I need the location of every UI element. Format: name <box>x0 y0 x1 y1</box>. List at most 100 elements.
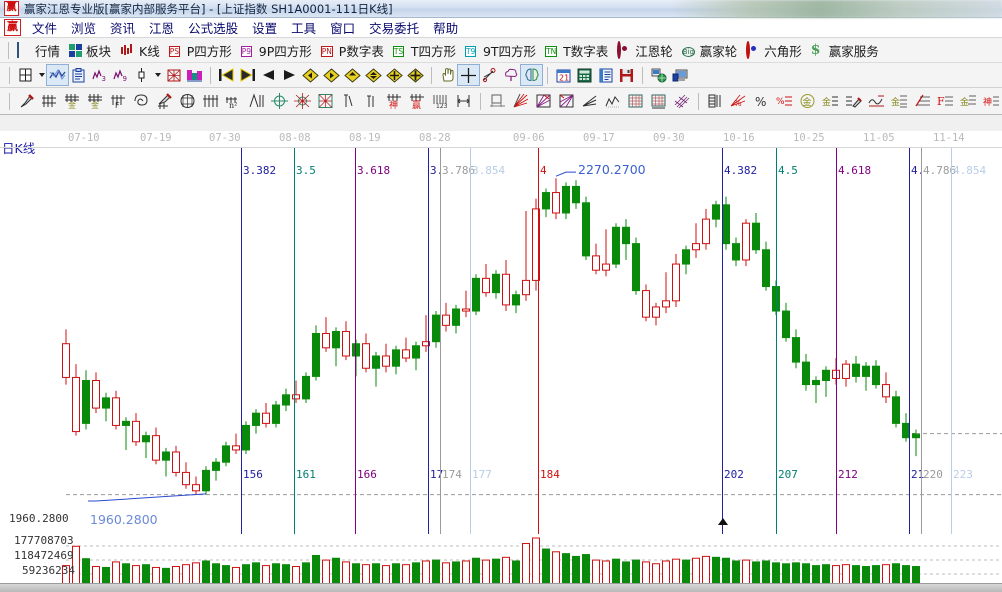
tb-last[interactable] <box>237 65 258 85</box>
gann-vertical-line[interactable] <box>722 148 723 534</box>
toolbar-p-number-table[interactable]: PN P数字表 <box>318 41 390 60</box>
tb-calculator[interactable] <box>574 65 595 85</box>
tb-first[interactable] <box>216 65 237 85</box>
toolbar-sector[interactable]: 板块 <box>66 41 117 60</box>
gann-vertical-line[interactable] <box>241 148 242 534</box>
tb-diamond-right[interactable] <box>321 65 342 85</box>
tb-prev[interactable] <box>258 65 279 85</box>
dt-gold-slash[interactable]: 金 <box>957 90 980 112</box>
dt-comb[interactable] <box>199 90 222 112</box>
gann-vertical-line[interactable] <box>951 148 952 534</box>
gann-vertical-line[interactable] <box>428 148 429 534</box>
menu-news[interactable]: 资讯 <box>110 21 136 36</box>
menu-gann[interactable]: 江恩 <box>149 21 175 36</box>
dt-fan[interactable] <box>245 90 268 112</box>
dt-zigzag[interactable] <box>601 90 624 112</box>
toolbar-winner-service[interactable]: $ 赢家服务 <box>808 41 885 60</box>
dt-grid-lines[interactable] <box>38 90 61 112</box>
dt-ladder[interactable]: 123 <box>429 90 452 112</box>
dt-box-fan[interactable] <box>555 90 578 112</box>
dt-percent-level[interactable]: % <box>773 90 796 112</box>
tb-brain[interactable] <box>520 64 543 86</box>
toolbar-quotes[interactable]: 行情 <box>14 41 66 60</box>
dt-slant-mesh[interactable] <box>670 90 693 112</box>
menu-window[interactable]: 窗口 <box>330 21 356 36</box>
toolbar-hexagon[interactable]: 六角形 <box>743 41 808 60</box>
tb-period[interactable] <box>15 65 36 85</box>
dt-tick-pair[interactable] <box>360 90 383 112</box>
volume-plot[interactable] <box>0 534 1002 584</box>
tb-network[interactable] <box>648 65 669 85</box>
toolbar-9p-square[interactable]: P9 9P四方形 <box>238 41 318 60</box>
tb-crosshair[interactable] <box>457 64 480 86</box>
dt-gold-grid[interactable]: 金 <box>61 90 84 112</box>
dt-spiral[interactable] <box>130 90 153 112</box>
dt-span[interactable] <box>452 90 475 112</box>
menu-trade-order[interactable]: 交易委托 <box>369 21 420 36</box>
dt-mesh-arrow[interactable] <box>647 90 670 112</box>
dt-gold-level-2[interactable]: 金 <box>888 90 911 112</box>
tb-wave-9[interactable]: 9 <box>110 65 131 85</box>
tb-notebook[interactable] <box>595 65 616 85</box>
dt-rect-axis[interactable] <box>486 90 509 112</box>
dt-gold-level[interactable]: 金 <box>819 90 842 112</box>
tb-diamond-cross[interactable] <box>384 65 405 85</box>
tb-monitor[interactable] <box>669 65 690 85</box>
dt-percent[interactable]: % <box>750 90 773 112</box>
toolbar-p-square[interactable]: PS P四方形 <box>166 41 238 60</box>
dt-red-fan[interactable] <box>509 90 532 112</box>
dt-f-grid[interactable]: F <box>107 90 130 112</box>
dt-circle-grid[interactable] <box>176 90 199 112</box>
dt-web-box[interactable] <box>314 90 337 112</box>
dt-mesh[interactable] <box>624 90 647 112</box>
dt-f-level[interactable]: F <box>934 90 957 112</box>
gann-vertical-line[interactable] <box>776 148 777 534</box>
dt-angle-lines[interactable] <box>578 90 601 112</box>
tb-vbar[interactable] <box>131 65 152 85</box>
tb-diamond-left[interactable] <box>300 65 321 85</box>
dt-purple-fan[interactable] <box>532 90 555 112</box>
menu-logo-icon[interactable]: 赢 <box>4 19 21 36</box>
dt-pen-grid[interactable] <box>153 90 176 112</box>
gann-vertical-line[interactable] <box>921 148 922 534</box>
tb-color-bars[interactable] <box>184 65 205 85</box>
tb-tree[interactable] <box>500 65 521 85</box>
chart-area[interactable]: 日K线 07-10 07-19 07-30 08-08 08-19 08-28 09-06 0… <box>0 131 1002 584</box>
dt-ying-grid[interactable]: 赢 <box>406 90 429 112</box>
dt-percent-fan[interactable]: % <box>727 90 750 112</box>
toolbar-winner-wheel[interactable]: Big 赢家轮 <box>679 41 744 60</box>
tb-calendar[interactable]: 21 <box>553 65 574 85</box>
tb-wave-3[interactable]: 3 <box>89 65 110 85</box>
dt-pen[interactable] <box>15 90 38 112</box>
tb-diamond-updown[interactable] <box>342 65 363 85</box>
tb-period-caret[interactable] <box>36 65 47 85</box>
tb-hand[interactable] <box>437 65 458 85</box>
dt-ladder-box[interactable] <box>704 90 727 112</box>
gann-vertical-line[interactable] <box>538 148 539 534</box>
menu-tools[interactable]: 工具 <box>291 21 317 36</box>
tb-next[interactable] <box>279 65 300 85</box>
tb-diamond-dual[interactable] <box>363 65 384 85</box>
gann-vertical-line[interactable] <box>355 148 356 534</box>
menu-settings[interactable]: 设置 <box>252 21 278 36</box>
toolbar-9t-square[interactable]: T9 9T四方形 <box>462 41 542 60</box>
price-plot[interactable] <box>0 148 1002 534</box>
gann-vertical-line[interactable] <box>470 148 471 534</box>
dt-bracket[interactable] <box>337 90 360 112</box>
dt-target[interactable] <box>268 90 291 112</box>
toolbar-t-number-table[interactable]: TN T数字表 <box>542 41 614 60</box>
dt-shen-level[interactable]: 神 <box>980 90 1002 112</box>
tb-scissors[interactable] <box>479 65 500 85</box>
tb-overlay[interactable] <box>46 64 69 86</box>
menu-browse[interactable]: 浏览 <box>71 21 97 36</box>
dt-starburst[interactable] <box>291 90 314 112</box>
tb-vbar-caret[interactable] <box>152 65 163 85</box>
dt-n-squared[interactable]: n² <box>222 90 245 112</box>
dt-pen-level[interactable] <box>842 90 865 112</box>
menu-formula-stock-pick[interactable]: 公式选股 <box>188 21 239 36</box>
dt-slash-level[interactable] <box>911 90 934 112</box>
gann-vertical-line[interactable] <box>909 148 910 534</box>
gann-vertical-line[interactable] <box>836 148 837 534</box>
tb-diamond-plus[interactable] <box>405 65 426 85</box>
menu-file[interactable]: 文件 <box>32 21 58 36</box>
